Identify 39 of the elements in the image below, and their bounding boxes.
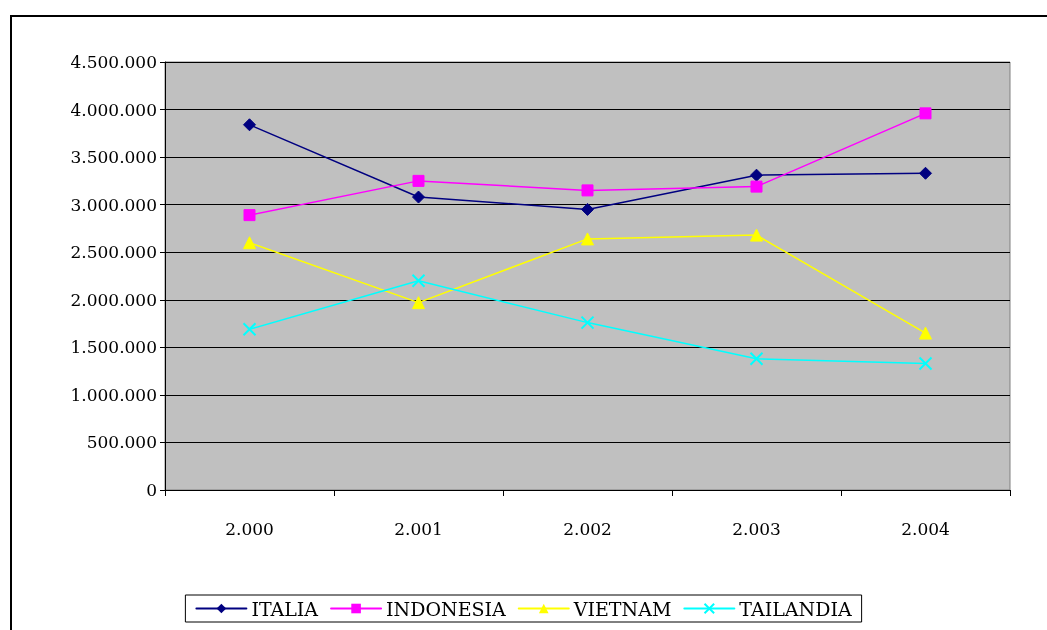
x-tick-label: 2.002 <box>563 518 612 539</box>
x-tick-label: 2.001 <box>394 518 443 539</box>
point <box>242 322 257 337</box>
point <box>581 202 594 216</box>
point <box>750 168 763 182</box>
point <box>412 174 425 187</box>
legend-label: TAILANDIA <box>739 597 852 620</box>
point <box>919 326 932 340</box>
y-tick-label: 4.500.000 <box>70 52 157 72</box>
point <box>412 190 425 204</box>
legend-label: ITALIA <box>251 597 319 620</box>
y-tick-label: 3.500.000 <box>70 147 157 168</box>
point <box>243 118 256 132</box>
point <box>412 296 425 310</box>
y-tick-label: 0 <box>146 480 157 500</box>
legend-label: VIETNAM <box>572 597 672 620</box>
point <box>750 180 763 193</box>
y-tick-label: 2.500.000 <box>70 242 157 263</box>
y-tick-label: 500.000 <box>86 432 157 453</box>
point <box>243 209 256 222</box>
x-tick-label: 2.000 <box>225 518 274 539</box>
x-tick-label: 2.004 <box>901 518 950 539</box>
point <box>919 107 932 120</box>
point <box>918 356 933 371</box>
point <box>581 184 594 197</box>
y-tick-label: 3.000.000 <box>70 194 157 215</box>
y-tick-label: 2.000.000 <box>70 289 157 310</box>
legend-label: INDONESIA <box>386 597 507 620</box>
point <box>750 228 763 242</box>
y-tick-label: 1.500.000 <box>70 337 157 358</box>
point <box>580 315 595 330</box>
y-tick-label: 1.000.000 <box>70 384 157 405</box>
point <box>243 236 256 250</box>
x-tick-label: 2.003 <box>732 518 781 539</box>
point <box>919 166 932 180</box>
point <box>581 232 594 246</box>
y-tick-label: 4.000.000 <box>70 99 157 120</box>
point <box>411 273 426 288</box>
point <box>749 351 764 366</box>
